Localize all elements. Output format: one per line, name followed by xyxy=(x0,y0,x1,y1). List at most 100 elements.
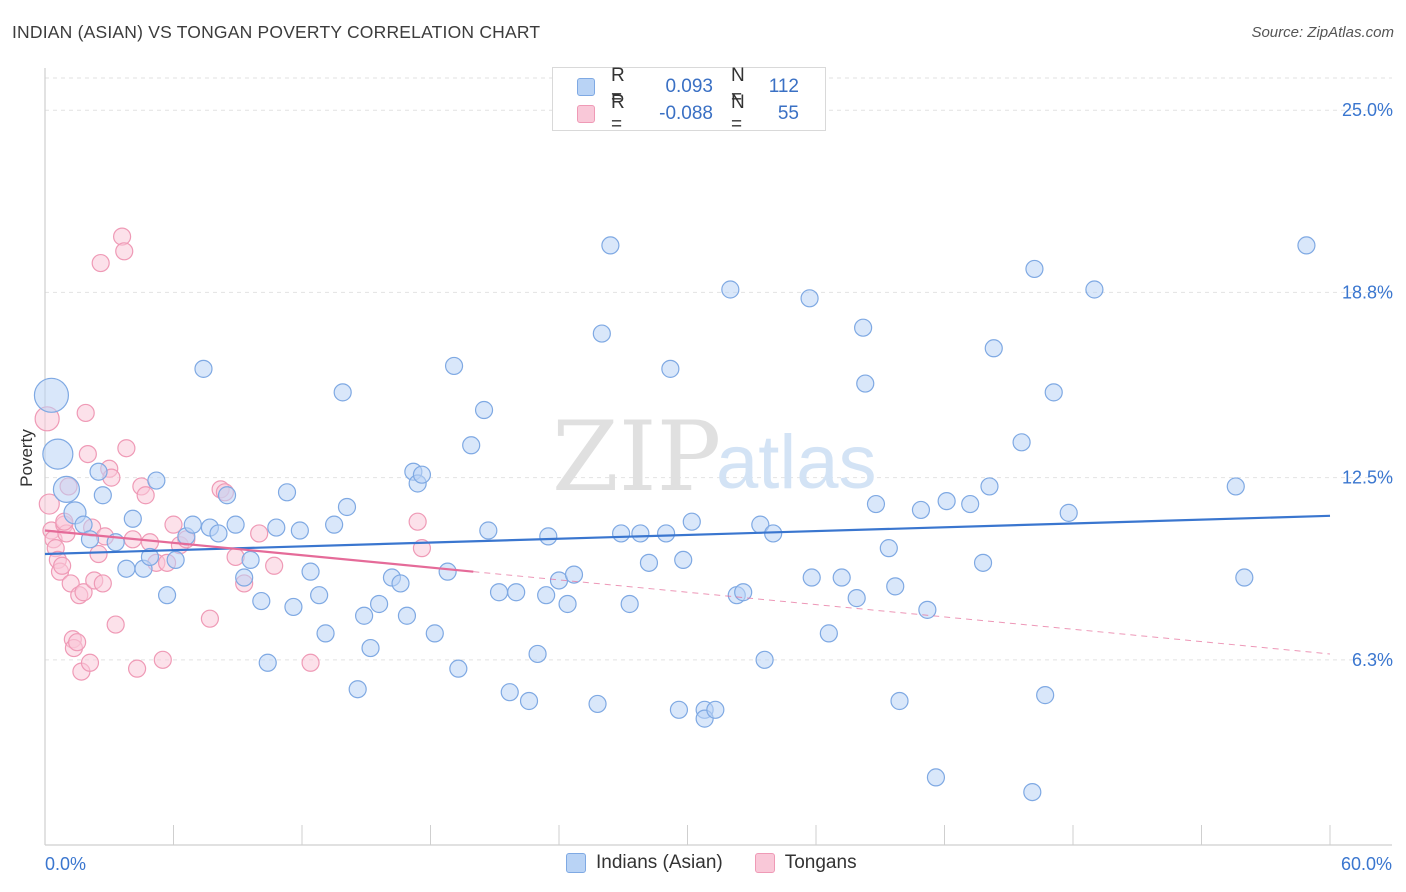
indians-point xyxy=(918,600,937,619)
indians-point xyxy=(537,586,556,605)
indians-point xyxy=(601,236,620,255)
indians-point xyxy=(52,475,81,503)
indians-point xyxy=(479,521,498,540)
indians-point xyxy=(93,486,112,505)
indians-point xyxy=(277,483,297,502)
indians-point xyxy=(489,583,509,602)
indians-point xyxy=(449,659,468,678)
indians-point xyxy=(734,583,753,602)
indians-point xyxy=(117,559,136,578)
legend-r-label: R = xyxy=(611,65,625,108)
indians-point xyxy=(800,289,819,308)
y-tick-label: 12.5% xyxy=(1342,468,1393,488)
legend-label-tongans: Tongans xyxy=(784,852,857,873)
legend-swatch-tongans xyxy=(577,105,595,123)
indians-point xyxy=(886,577,905,596)
indians-point xyxy=(444,356,464,376)
indians-point xyxy=(620,594,639,614)
indians-point xyxy=(819,624,838,643)
indians-point xyxy=(706,700,725,719)
legend-item-tongans[interactable]: Tongans xyxy=(754,852,857,874)
series-legend: Indians (Asian) Tongans xyxy=(566,852,889,874)
indians-point xyxy=(194,359,213,378)
indians-point xyxy=(558,594,577,614)
indians-point xyxy=(241,550,260,570)
tongans-point xyxy=(117,439,136,458)
tongans-point xyxy=(136,486,155,505)
indians-point xyxy=(854,318,873,337)
tongans-point xyxy=(153,650,172,669)
indians-point xyxy=(333,383,352,402)
indians-point xyxy=(639,553,659,572)
watermark-atlas: atlas xyxy=(716,420,877,505)
indians-point xyxy=(937,492,956,511)
indians-point xyxy=(166,550,185,570)
tongans-point xyxy=(250,524,269,543)
tick-labels: 6.3% 12.5% 18.8% 25.0% 0.0% 60.0% xyxy=(45,100,1393,874)
indians-point xyxy=(217,486,237,505)
indians-point xyxy=(890,691,909,711)
indians-point xyxy=(1235,568,1254,587)
y-axis-label: Poverty xyxy=(17,429,36,487)
indians-point xyxy=(519,691,539,711)
tongans-trend-extension xyxy=(473,571,1331,655)
indians-point xyxy=(669,700,689,719)
indians-point xyxy=(474,400,494,420)
stats-legend: R = 0.093 N = 112 R = -0.088 N = 55 xyxy=(552,65,826,135)
indians-point xyxy=(592,324,611,343)
indians-point xyxy=(866,494,886,514)
tongans-point xyxy=(115,242,134,261)
tongans-point xyxy=(93,574,112,593)
indians-point xyxy=(1012,433,1031,452)
indians-point xyxy=(1036,686,1055,705)
indians-point xyxy=(258,653,277,672)
indians-point xyxy=(879,539,898,558)
x-tick-label: 0.0% xyxy=(45,854,86,874)
indians-point xyxy=(661,359,680,378)
indians-point xyxy=(252,591,271,611)
indians-point xyxy=(1297,236,1316,255)
legend-swatch-tongans xyxy=(754,853,775,873)
tongans-point xyxy=(106,615,125,634)
indians-point xyxy=(984,339,1003,358)
tongans-point xyxy=(74,583,93,602)
tongans-trend-line xyxy=(44,529,474,573)
indians-point xyxy=(391,574,410,593)
indians-point xyxy=(325,515,344,534)
indians-point xyxy=(1023,782,1042,802)
tongans-point xyxy=(91,253,110,273)
indians-point xyxy=(682,512,701,531)
legend-item-indians[interactable]: Indians (Asian) xyxy=(566,852,723,874)
indians-point xyxy=(157,586,177,605)
y-tick-label: 25.0% xyxy=(1342,100,1393,120)
tongans-point xyxy=(200,609,220,628)
indians-point xyxy=(397,606,417,625)
tongans-point xyxy=(226,547,245,567)
legend-n-label: N = xyxy=(731,65,745,108)
indians-point xyxy=(290,521,309,540)
indians-point xyxy=(973,553,993,572)
tongans-point xyxy=(127,659,147,678)
y-tick-label: 6.3% xyxy=(1352,650,1393,670)
indians-point xyxy=(183,515,202,534)
indians-trend-line xyxy=(44,514,1331,556)
legend-r-value: -0.088 xyxy=(659,103,713,124)
indians-point xyxy=(462,436,481,455)
indians-point xyxy=(674,550,693,570)
x-tick-label: 60.0% xyxy=(1341,854,1392,874)
indians-point xyxy=(361,638,380,658)
watermark: ZIP atlas xyxy=(552,401,877,513)
indians-point xyxy=(33,377,70,413)
tongans-point xyxy=(265,556,284,575)
indians-point xyxy=(438,562,457,581)
tongans-point xyxy=(408,512,427,531)
tongans-point xyxy=(164,515,183,534)
indians-point xyxy=(425,624,444,643)
indians-point xyxy=(370,594,389,614)
indians-point xyxy=(284,597,303,617)
indians-point xyxy=(337,497,357,517)
indians-point xyxy=(612,524,631,543)
legend-swatch-indians xyxy=(566,853,586,873)
indians-point xyxy=(980,477,999,496)
